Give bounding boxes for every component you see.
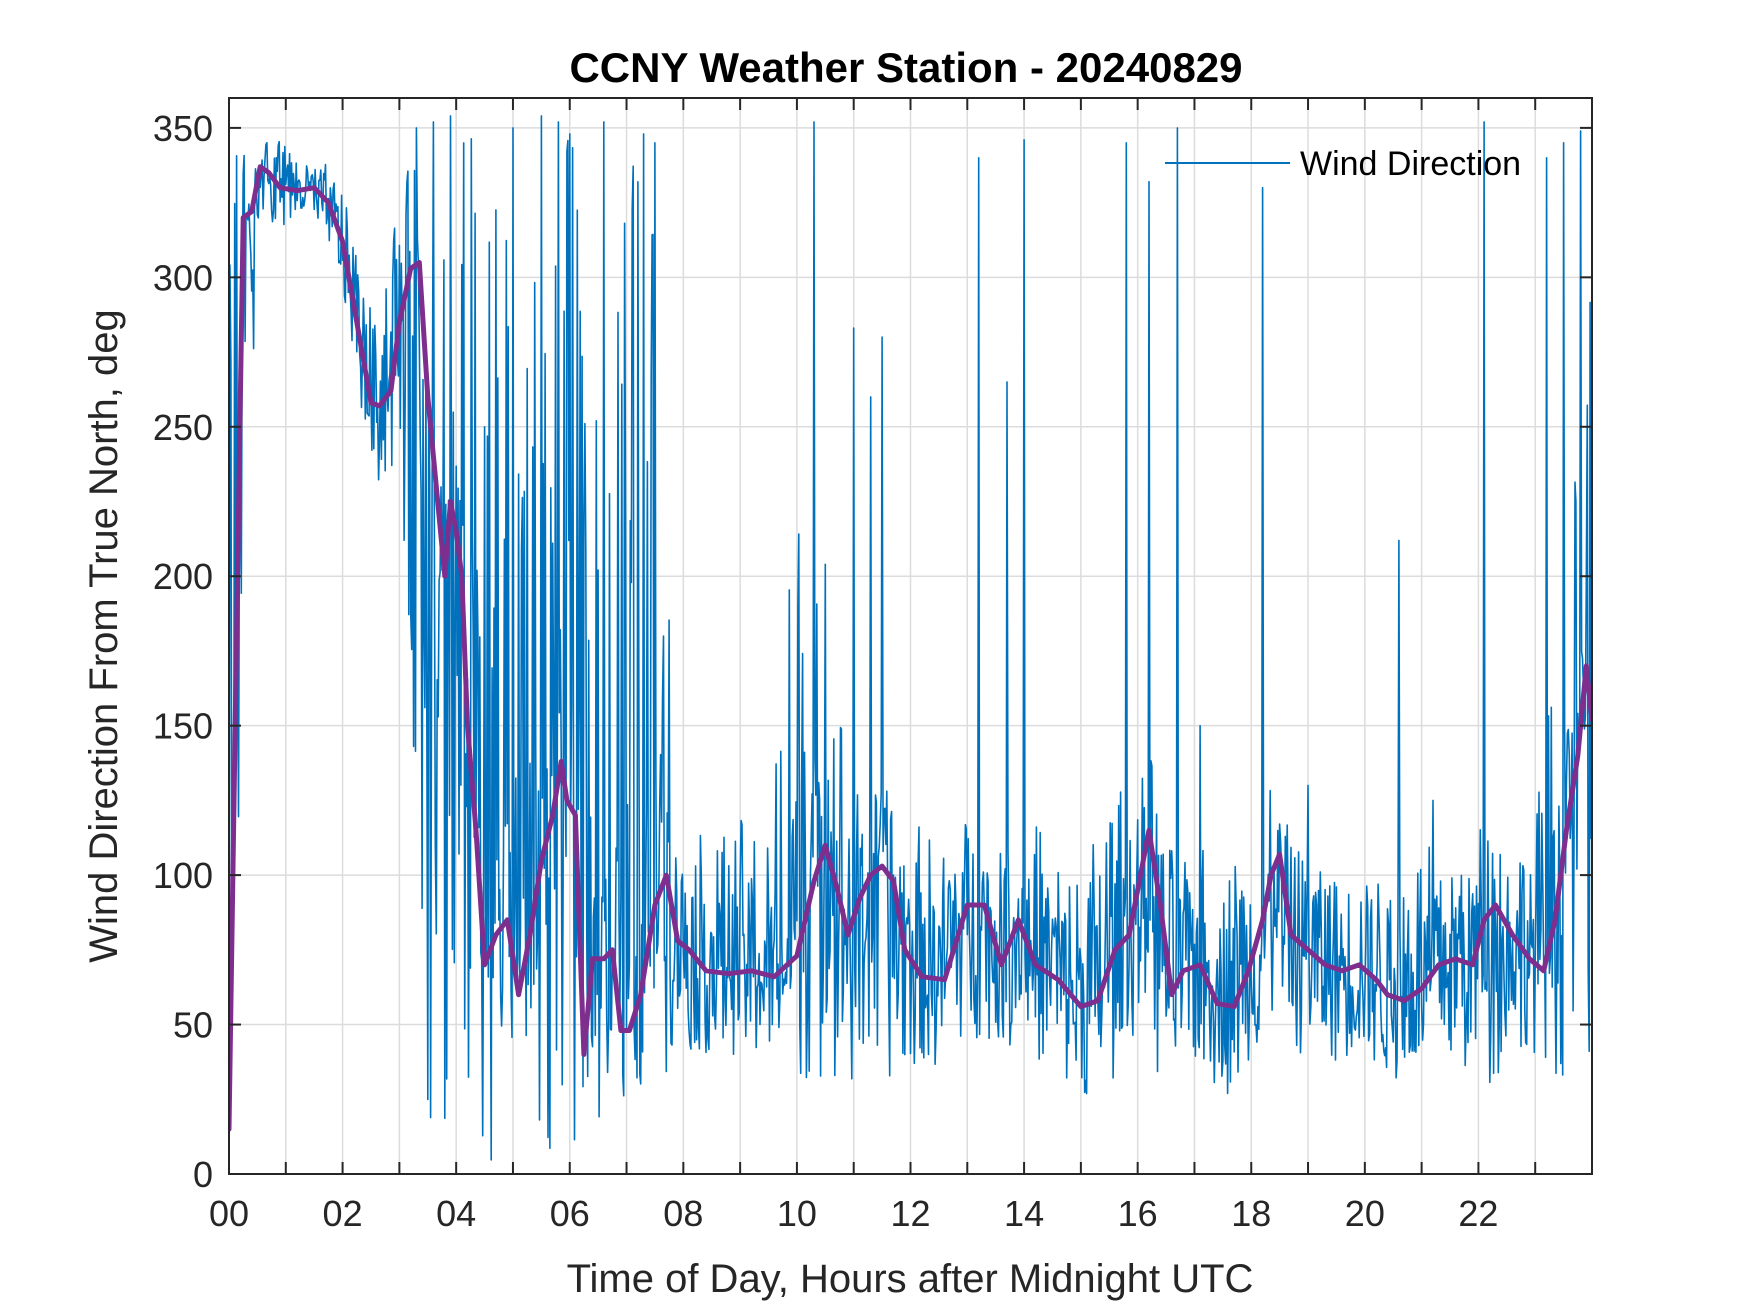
smoothed-series-line bbox=[229, 164, 1592, 1132]
y-axis-label: Wind Direction From True North, deg bbox=[82, 309, 126, 963]
legend-entry: Wind Direction bbox=[1300, 145, 1521, 183]
x-tick-label: 04 bbox=[436, 1193, 476, 1234]
y-tick-label: 50 bbox=[173, 1005, 213, 1046]
x-tick-label: 00 bbox=[209, 1193, 249, 1234]
raw-series bbox=[229, 115, 1592, 1174]
x-tick-label: 14 bbox=[1004, 1193, 1044, 1234]
x-tick-label: 18 bbox=[1231, 1193, 1271, 1234]
raw-series-line bbox=[229, 115, 1592, 1174]
x-tick-label: 22 bbox=[1458, 1193, 1498, 1234]
x-tick-labels: 00 02 04 06 08 10 12 14 16 18 20 22 bbox=[209, 1193, 1498, 1234]
y-tick-label: 350 bbox=[153, 108, 213, 149]
x-tick-label: 06 bbox=[550, 1193, 590, 1234]
y-tick-label: 0 bbox=[193, 1154, 213, 1195]
smoothed-series bbox=[229, 164, 1592, 1132]
y-tick-label: 150 bbox=[153, 706, 213, 747]
x-axis-label: Time of Day, Hours after Midnight UTC bbox=[567, 1257, 1254, 1301]
y-tick-label: 200 bbox=[153, 556, 213, 597]
x-tick-label: 02 bbox=[323, 1193, 363, 1234]
x-tick-label: 10 bbox=[777, 1193, 817, 1234]
ticks bbox=[229, 98, 1592, 1175]
y-tick-labels: 0 50 100 150 200 250 300 350 bbox=[153, 108, 213, 1195]
chart-title: CCNY Weather Station - 20240829 bbox=[569, 44, 1242, 91]
x-tick-label: 12 bbox=[890, 1193, 930, 1234]
y-tick-label: 300 bbox=[153, 257, 213, 298]
y-tick-label: 250 bbox=[153, 407, 213, 448]
x-tick-label: 16 bbox=[1118, 1193, 1158, 1234]
legend: Wind Direction bbox=[1165, 145, 1521, 183]
x-tick-label: 08 bbox=[663, 1193, 703, 1234]
y-tick-label: 100 bbox=[153, 855, 213, 896]
x-tick-label: 20 bbox=[1345, 1193, 1385, 1234]
